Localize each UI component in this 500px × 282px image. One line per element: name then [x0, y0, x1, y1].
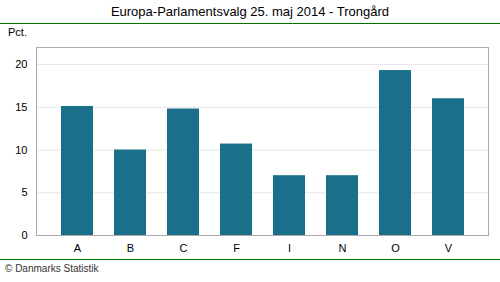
svg-text:I: I	[288, 242, 291, 254]
svg-text:A: A	[74, 242, 82, 254]
svg-text:5: 5	[21, 186, 27, 198]
svg-text:B: B	[127, 242, 134, 254]
html-text:© Danmarks Statistik: © Danmarks Statistik	[5, 263, 99, 274]
svg-text:0: 0	[21, 229, 27, 241]
svg-text:C: C	[180, 242, 188, 254]
html-text:Europa-Parlamentsvalg 25. maj: Europa-Parlamentsvalg 25. maj 2014 - Tro…	[110, 4, 390, 19]
svg-text:F: F	[233, 242, 240, 254]
svg-text:O: O	[391, 242, 400, 254]
svg-text:15: 15	[15, 101, 27, 113]
svg-text:N: N	[339, 242, 347, 254]
html-text:Pct.: Pct.	[8, 26, 27, 38]
svg-text:10: 10	[15, 144, 27, 156]
svg-text:V: V	[445, 242, 453, 254]
svg-text:20: 20	[15, 58, 27, 70]
